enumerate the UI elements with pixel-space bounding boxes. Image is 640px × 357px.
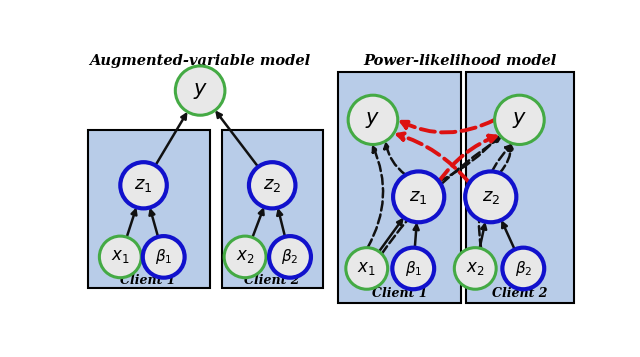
Text: Client 2: Client 2 [244,273,300,287]
Circle shape [99,236,141,278]
Circle shape [393,171,444,222]
FancyArrowPatch shape [413,225,419,248]
Circle shape [120,162,167,208]
Text: $\beta_2$: $\beta_2$ [515,259,532,278]
FancyArrowPatch shape [479,146,511,248]
Text: $x_1$: $x_1$ [111,248,130,265]
Text: $z_2$: $z_2$ [482,188,500,206]
Text: $z_1$: $z_1$ [134,176,153,194]
Text: $z_2$: $z_2$ [263,176,282,194]
FancyArrowPatch shape [150,210,158,237]
FancyArrowPatch shape [217,112,258,167]
FancyArrowPatch shape [379,220,402,252]
Circle shape [224,236,266,278]
FancyBboxPatch shape [338,72,461,303]
Circle shape [495,95,544,145]
Text: $x_1$: $x_1$ [357,260,376,277]
Circle shape [175,66,225,115]
Text: Augmented-variable model: Augmented-variable model [90,54,310,67]
FancyArrowPatch shape [439,136,496,181]
FancyArrowPatch shape [479,225,486,248]
FancyArrowPatch shape [156,114,186,165]
FancyBboxPatch shape [466,72,573,303]
Text: Client 2: Client 2 [492,287,547,300]
Text: $y$: $y$ [193,81,207,101]
FancyArrowPatch shape [402,120,495,132]
Text: Power-likelihood model: Power-likelihood model [363,54,556,67]
FancyArrowPatch shape [277,210,285,237]
Circle shape [465,171,516,222]
FancyArrowPatch shape [500,146,513,173]
FancyArrowPatch shape [384,144,406,175]
Circle shape [392,248,434,289]
Circle shape [249,162,296,208]
Text: $y$: $y$ [512,110,527,130]
Circle shape [348,95,397,145]
Circle shape [143,236,184,278]
Text: $\beta_2$: $\beta_2$ [282,247,299,266]
FancyArrowPatch shape [381,139,499,254]
FancyBboxPatch shape [222,130,323,288]
Circle shape [346,248,388,289]
FancyArrowPatch shape [127,210,136,237]
FancyArrowPatch shape [252,210,264,237]
Text: $\beta_1$: $\beta_1$ [404,259,422,278]
Text: $z_1$: $z_1$ [410,188,428,206]
Text: $y$: $y$ [365,110,381,130]
FancyArrowPatch shape [367,147,383,248]
Circle shape [502,248,544,289]
Text: $x_2$: $x_2$ [236,248,254,265]
FancyBboxPatch shape [88,130,210,288]
Circle shape [454,248,496,289]
Text: $\beta_1$: $\beta_1$ [155,247,172,266]
FancyArrowPatch shape [439,137,498,181]
FancyArrowPatch shape [502,222,515,250]
Text: Client 1: Client 1 [372,287,427,300]
Text: $x_2$: $x_2$ [466,260,484,277]
Text: Client 1: Client 1 [120,273,176,287]
FancyArrowPatch shape [398,133,469,183]
Circle shape [269,236,311,278]
